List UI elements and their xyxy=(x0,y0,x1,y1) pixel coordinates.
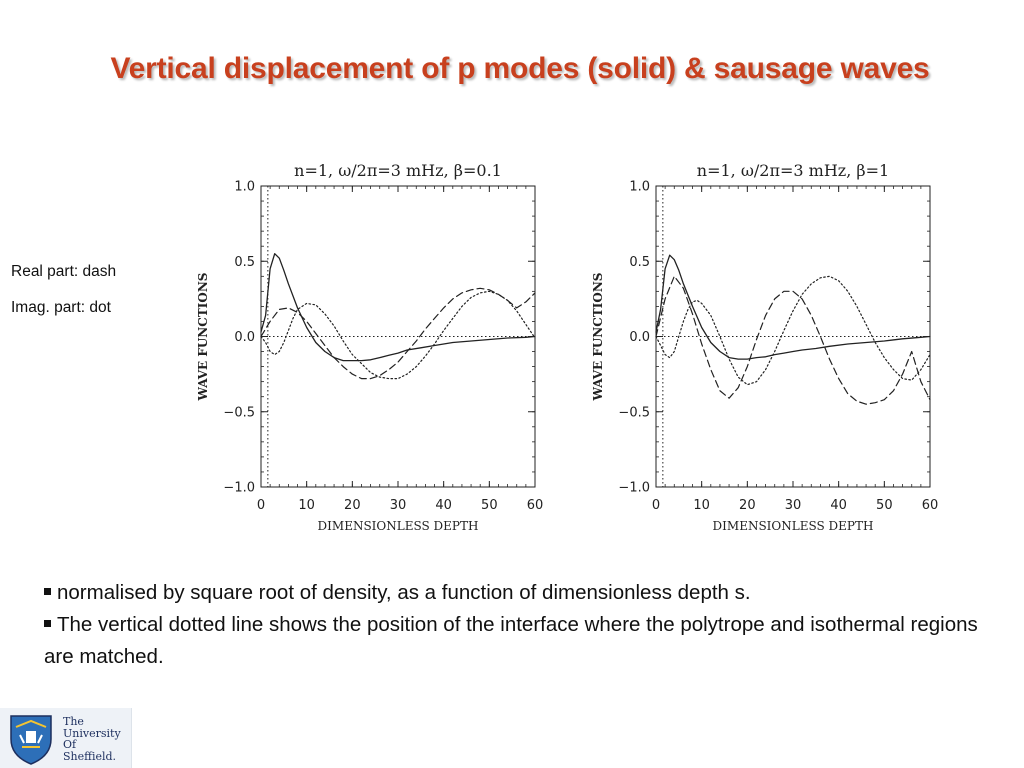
logo-line: University xyxy=(63,726,121,740)
y-tick-label: 0.0 xyxy=(629,330,650,345)
chart-title: n=1, ω/2π=3 mHz, β=1 xyxy=(697,161,889,180)
series-line-solid xyxy=(655,254,931,360)
logo-line: Of xyxy=(63,738,77,751)
chart-title: n=1, ω/2π=3 mHz, β=0.1 xyxy=(294,161,502,180)
x-tick-label: 50 xyxy=(481,498,498,513)
x-tick-label: 60 xyxy=(527,498,544,513)
series-line-dash xyxy=(655,275,931,405)
x-tick-label: 10 xyxy=(693,498,710,513)
x-tick-label: 0 xyxy=(257,498,265,513)
y-tick-label: 0.0 xyxy=(234,330,255,345)
y-axis-label: WAVE FUNCTIONS xyxy=(196,273,210,402)
chart-right-svg: 0 10 20 30 40 50 60 1.0 0.5 0.0 −0.5 −1.0 n=1, ω/2π=… xyxy=(591,161,939,533)
legend-note-real: Real part: dash xyxy=(11,263,117,280)
bullet-item-1: normalised by square root of density, as… xyxy=(44,577,984,609)
chart-left: 0 10 20 30 40 50 60 1.0 0.5 0.0 −0.5 −1.0 n=1, ω/2π=… xyxy=(185,150,565,540)
x-tick-label: 30 xyxy=(390,498,407,513)
x-tick-label: 50 xyxy=(876,498,893,513)
x-tick-label: 30 xyxy=(785,498,802,513)
square-bullet-icon xyxy=(44,620,51,627)
y-tick-label: −1.0 xyxy=(618,481,650,496)
square-bullet-icon xyxy=(44,588,51,595)
x-axis-label: DIMENSIONLESS DEPTH xyxy=(318,519,479,533)
x-axis-label: DIMENSIONLESS DEPTH xyxy=(713,519,874,533)
bullet-text-2: The vertical dotted line shows the posit… xyxy=(44,613,978,668)
slide-title: Vertical displacement of p modes (solid)… xyxy=(110,52,930,85)
y-axis-label: WAVE FUNCTIONS xyxy=(591,273,605,402)
x-tick-label: 40 xyxy=(435,498,452,513)
chart-left-svg: 0 10 20 30 40 50 60 1.0 0.5 0.0 −0.5 −1.0 n=1, ω/2π=… xyxy=(196,161,544,533)
series-line-dash xyxy=(260,287,536,380)
x-tick-label: 20 xyxy=(344,498,361,513)
y-tick-label: −1.0 xyxy=(223,481,255,496)
logo-line: Sheffield. xyxy=(63,749,117,763)
y-tick-label: 1.0 xyxy=(234,180,255,195)
bullet-text-1: normalised by square root of density, as… xyxy=(57,581,751,604)
series-line-solid xyxy=(260,253,536,362)
y-tick-label: 0.5 xyxy=(629,255,650,270)
y-tick-label: −0.5 xyxy=(223,405,255,420)
shield-crest-icon xyxy=(10,715,52,765)
y-tick-label: −0.5 xyxy=(618,405,650,420)
chart-right: 0 10 20 30 40 50 60 1.0 0.5 0.0 −0.5 −1.0 n=1, ω/2π=… xyxy=(580,150,960,540)
bullet-item-2: The vertical dotted line shows the posit… xyxy=(44,609,984,673)
y-tick-label: 0.5 xyxy=(234,255,255,270)
university-logo: The University Of Sheffield. xyxy=(0,708,132,768)
x-tick-label: 60 xyxy=(922,498,939,513)
bullet-list: normalised by square root of density, as… xyxy=(44,577,984,673)
logo-line: The xyxy=(63,715,84,728)
x-tick-label: 20 xyxy=(739,498,756,513)
y-tick-label: 1.0 xyxy=(629,180,650,195)
x-tick-label: 0 xyxy=(652,498,660,513)
series-line-dot xyxy=(260,290,536,380)
legend-note-imag: Imag. part: dot xyxy=(11,299,111,316)
x-tick-label: 40 xyxy=(830,498,847,513)
x-tick-label: 10 xyxy=(298,498,315,513)
logo-wordmark: The University Of Sheffield. xyxy=(63,716,121,762)
